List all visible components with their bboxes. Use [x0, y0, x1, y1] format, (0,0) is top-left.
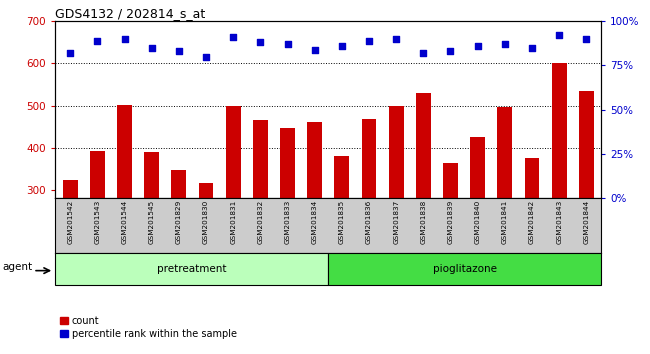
Bar: [552, 63, 567, 198]
Bar: [226, 105, 240, 198]
Bar: [198, 183, 213, 198]
Point: [228, 34, 239, 40]
Text: GSM201830: GSM201830: [203, 200, 209, 244]
Point: [391, 36, 401, 42]
Bar: [334, 156, 349, 198]
Bar: [62, 180, 77, 198]
Text: pretreatment: pretreatment: [157, 264, 226, 274]
Bar: [55, 253, 328, 285]
Bar: [144, 152, 159, 198]
Bar: [280, 128, 295, 198]
Point: [500, 41, 510, 47]
Bar: [470, 137, 485, 198]
Bar: [525, 158, 540, 198]
Text: GSM201834: GSM201834: [311, 200, 318, 244]
Text: GSM201842: GSM201842: [529, 200, 535, 244]
Point: [473, 43, 483, 49]
Bar: [497, 107, 512, 198]
Text: GSM201835: GSM201835: [339, 200, 345, 244]
Point: [581, 36, 592, 42]
Bar: [253, 120, 268, 198]
Text: agent: agent: [3, 262, 33, 273]
Point: [445, 48, 456, 54]
Point: [92, 38, 103, 44]
Text: GSM201844: GSM201844: [583, 200, 590, 244]
Bar: [579, 91, 594, 198]
Text: pioglitazone: pioglitazone: [433, 264, 497, 274]
Text: GSM201838: GSM201838: [421, 200, 426, 244]
Point: [174, 48, 184, 54]
Point: [364, 38, 374, 44]
Bar: [90, 151, 105, 198]
Text: GSM201543: GSM201543: [94, 200, 100, 244]
Point: [337, 43, 347, 49]
Text: GSM201832: GSM201832: [257, 200, 263, 244]
Text: GSM201843: GSM201843: [556, 200, 562, 244]
Bar: [389, 106, 404, 198]
Bar: [172, 170, 187, 198]
Bar: [443, 163, 458, 198]
Point: [554, 33, 564, 38]
Text: GSM201833: GSM201833: [285, 200, 291, 244]
Point: [418, 50, 428, 56]
Text: GSM201839: GSM201839: [447, 200, 454, 244]
Text: GSM201544: GSM201544: [122, 200, 127, 244]
Legend: count, percentile rank within the sample: count, percentile rank within the sample: [60, 316, 237, 338]
Text: GSM201836: GSM201836: [366, 200, 372, 244]
Point: [309, 47, 320, 52]
Point: [526, 45, 537, 51]
Text: GSM201837: GSM201837: [393, 200, 399, 244]
Text: GSM201542: GSM201542: [67, 200, 73, 244]
Point: [255, 40, 266, 45]
Point: [282, 41, 293, 47]
Bar: [307, 121, 322, 198]
Point: [65, 50, 75, 56]
Bar: [361, 119, 376, 198]
Bar: [416, 93, 431, 198]
Point: [146, 45, 157, 51]
Text: GSM201545: GSM201545: [149, 200, 155, 244]
Point: [120, 36, 130, 42]
Text: GSM201841: GSM201841: [502, 200, 508, 244]
Bar: [328, 253, 601, 285]
Point: [201, 54, 211, 59]
Text: GSM201829: GSM201829: [176, 200, 182, 244]
Bar: [117, 105, 132, 198]
Text: GSM201840: GSM201840: [474, 200, 480, 244]
Text: GSM201831: GSM201831: [230, 200, 236, 244]
Text: GDS4132 / 202814_s_at: GDS4132 / 202814_s_at: [55, 7, 205, 20]
